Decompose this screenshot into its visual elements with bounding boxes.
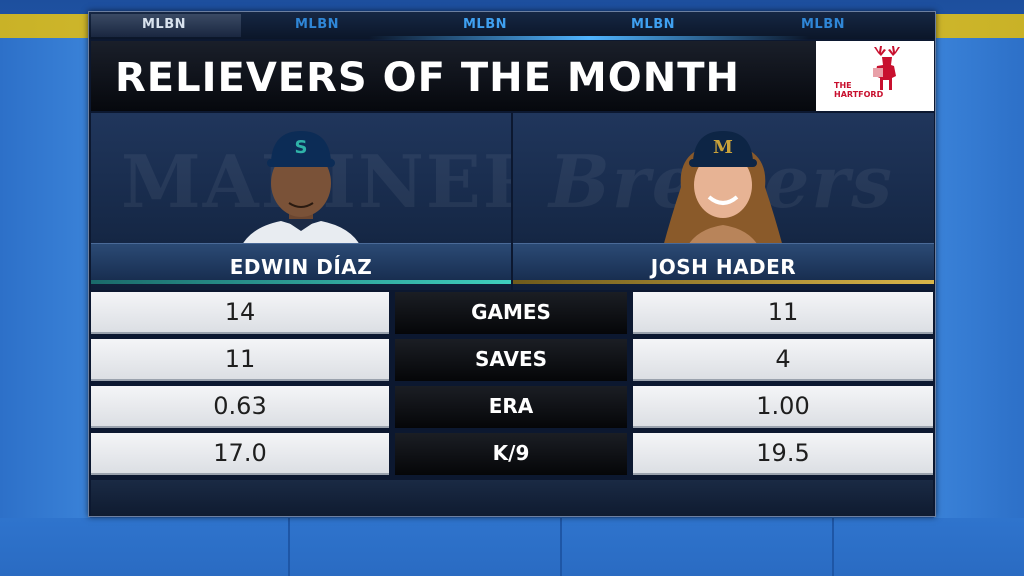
stat-value-left: 17.0 [91, 433, 389, 475]
network-bar-glow [369, 36, 809, 40]
stat-row-saves: 11 SAVES 4 [89, 339, 935, 381]
stat-row-era: 0.63 ERA 1.00 [89, 386, 935, 428]
stat-label: K/9 [395, 433, 627, 475]
network-logo: MLBN [801, 17, 846, 32]
stat-value-left: 0.63 [91, 386, 389, 428]
background-right-panel [934, 38, 1024, 576]
stat-value-right: 4 [633, 339, 933, 381]
stat-label: ERA [395, 386, 627, 428]
stat-value-left: 14 [91, 292, 389, 334]
player-name-right: JOSH HADER [650, 255, 797, 279]
network-logo: MLBN [631, 17, 676, 32]
sponsor-text: THE HARTFORD [834, 81, 884, 99]
graphic-footer [91, 480, 933, 516]
player-photo-left: S [241, 131, 361, 247]
player-name-plate: EDWIN DÍAZ [91, 243, 511, 284]
stat-value-right: 19.5 [633, 433, 933, 475]
stat-label: SAVES [395, 339, 627, 381]
background-left-panel [0, 38, 90, 576]
accent-line [513, 280, 934, 284]
player-card-left: MARINERS S EDWIN DÍAZ [91, 113, 511, 290]
stats-graphic: MLBN MLBN MLBN MLBN MLBN RELIEVERS OF TH… [88, 11, 936, 517]
player-card-right: Brewers M JOSH HADER [513, 113, 934, 290]
stat-label: GAMES [395, 292, 627, 334]
player-name-plate: JOSH HADER [513, 243, 934, 284]
svg-text:M: M [713, 137, 733, 158]
player-name-left: EDWIN DÍAZ [229, 255, 373, 279]
title-bar: RELIEVERS OF THE MONTH [91, 41, 817, 111]
accent-line [91, 280, 511, 284]
network-bar: MLBN MLBN MLBN MLBN MLBN [89, 12, 935, 40]
network-logo: MLBN [295, 17, 340, 32]
stat-value-left: 11 [91, 339, 389, 381]
network-logo: MLBN [142, 17, 187, 32]
stat-row-games: 14 GAMES 11 [89, 292, 935, 334]
graphic-title: RELIEVERS OF THE MONTH [115, 55, 740, 101]
stag-icon [873, 46, 900, 90]
sponsor-logo: THE HARTFORD [816, 41, 934, 111]
network-bar-active-segment [91, 14, 241, 37]
stat-value-right: 11 [633, 292, 933, 334]
network-logo: MLBN [463, 17, 508, 32]
player-photo-right: M [663, 131, 783, 247]
svg-text:S: S [295, 137, 308, 158]
stat-row-k9: 17.0 K/9 19.5 [89, 433, 935, 475]
background-bottom-panels [0, 518, 1024, 576]
stat-value-right: 1.00 [633, 386, 933, 428]
